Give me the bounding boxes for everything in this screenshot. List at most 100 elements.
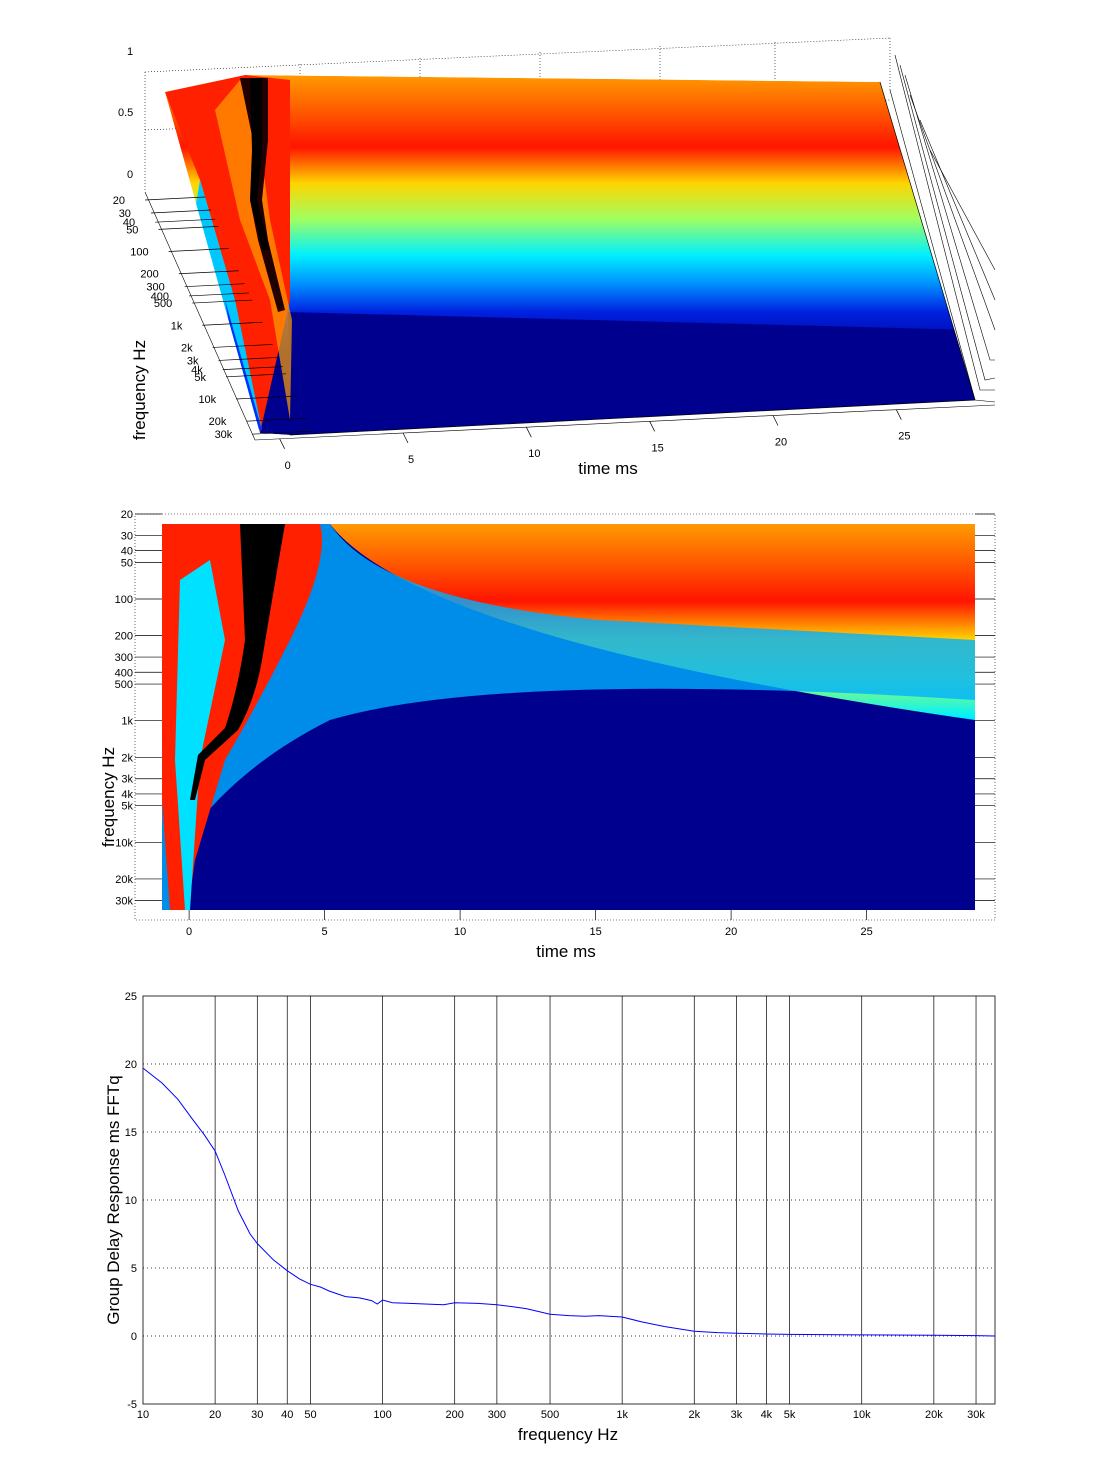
y-tick-mark: [178, 270, 239, 275]
y-tick-label: 2k: [181, 342, 193, 354]
y-tick-label: 10k: [115, 837, 133, 849]
y-tick-label: 0: [131, 1331, 137, 1343]
y-tick-label: 20: [113, 195, 125, 207]
y-tick-mark: [212, 344, 273, 348]
x-tick-label: 30: [251, 1409, 263, 1421]
x-tick-label: 25: [898, 431, 910, 443]
x-tick-label: 10k: [853, 1409, 871, 1421]
y-tick-mark: [155, 218, 216, 223]
3d-z-tick: 0.5: [118, 107, 133, 119]
group-delay-y-axis-label: Group Delay Response ms FFTq: [104, 1075, 123, 1324]
y-tick-label: 20k: [115, 874, 133, 886]
group-delay-x-axis-label: frequency Hz: [518, 1425, 618, 1444]
y-tick-label: 30k: [115, 895, 133, 907]
y-tick-mark: [158, 225, 219, 230]
x-tick-label: 10: [454, 926, 466, 938]
y-tick-mark: [226, 373, 287, 378]
y-tick-label: 200: [115, 631, 133, 643]
x-tick-label: 2k: [688, 1409, 700, 1421]
3d-time-ticks: 0 5 10 15 20 25: [279, 409, 910, 472]
x-tick-mark: [279, 438, 285, 449]
y-tick-label: 400: [115, 667, 133, 679]
y-tick-label: 30: [121, 530, 133, 542]
3d-x-axis-label: time ms: [578, 459, 638, 478]
3d-z-tick: 0: [127, 169, 133, 181]
y-tick-mark: [184, 283, 245, 288]
x-tick-label: 5: [322, 926, 328, 938]
x-tick-label: 15: [589, 926, 601, 938]
x-tick-label: 3k: [731, 1409, 743, 1421]
heatmap-panel: 203040501002003004005001k2k3k4k5k10k20k3…: [99, 509, 996, 961]
y-tick-label: 500: [154, 298, 172, 310]
heatmap-y-axis-label: frequency Hz: [99, 747, 118, 847]
3d-z-tick: 1: [127, 46, 133, 58]
y-tick-label: 5k: [121, 801, 133, 813]
x-tick-label: 10: [528, 448, 540, 460]
y-tick-label: 15: [125, 1127, 137, 1139]
x-tick-label: 500: [541, 1409, 559, 1421]
x-tick-label: 20: [725, 926, 737, 938]
x-tick-mark: [526, 427, 532, 438]
y-tick-label: 4k: [121, 789, 133, 801]
y-tick-mark: [222, 366, 283, 370]
y-tick-mark: [218, 357, 279, 361]
x-tick-label: 0: [186, 926, 192, 938]
x-tick-label: 1k: [616, 1409, 628, 1421]
x-tick-label: 4k: [761, 1409, 773, 1421]
y-tick-label: 30: [119, 208, 131, 220]
x-tick-label: 200: [446, 1409, 464, 1421]
3d-right-wall-lines: [889, 54, 996, 403]
y-tick-mark: [144, 196, 206, 201]
x-tick-mark: [896, 409, 902, 420]
y-tick-mark: [188, 292, 249, 297]
x-tick-label: 300: [488, 1409, 506, 1421]
group-delay-series-line: [142, 1067, 996, 1337]
x-tick-mark: [649, 421, 655, 432]
heatmap-time-ticks: 0 5 10 15 20 25: [186, 910, 873, 938]
y-tick-label: 20: [121, 509, 133, 521]
y-tick-label: 40: [121, 546, 133, 558]
x-tick-label: 30k: [967, 1409, 985, 1421]
y-tick-label: 2k: [121, 752, 133, 764]
x-tick-label: 25: [860, 926, 872, 938]
y-tick-label: 100: [130, 247, 148, 259]
x-tick-label: 20k: [925, 1409, 943, 1421]
y-tick-mark: [192, 299, 253, 304]
y-tick-label: 50: [126, 224, 138, 236]
y-tick-mark: [150, 209, 211, 214]
waterfall-3d-panel: 203040501002003004005001k2k3k4k5k10k20k3…: [113, 37, 996, 478]
y-tick-label: 20: [125, 1059, 137, 1071]
3d-surface-edges: [289, 81, 976, 436]
y-tick-mark: [246, 417, 307, 422]
x-tick-label: 0: [285, 460, 291, 472]
y-tick-mark: [168, 248, 229, 252]
group-delay-grid: [143, 996, 995, 1404]
x-tick-mark: [772, 415, 779, 426]
3d-z-ticks: 1 0.5 0: [118, 46, 133, 181]
x-tick-label: 5: [408, 454, 414, 466]
3d-surface: [165, 75, 975, 435]
y-tick-label: 4k: [191, 365, 203, 377]
x-tick-label: 15: [652, 442, 664, 454]
x-tick-label: 40: [281, 1409, 293, 1421]
y-tick-label: 300: [115, 652, 133, 664]
y-tick-label: 1k: [121, 716, 133, 728]
y-tick-label: 500: [115, 679, 133, 691]
y-tick-label: 5k: [194, 372, 206, 384]
y-tick-label: 200: [140, 269, 158, 281]
y-tick-label: 3k: [187, 355, 199, 367]
y-tick-label: 30k: [215, 429, 233, 441]
y-tick-label: 100: [115, 594, 133, 606]
y-tick-label: 400: [151, 291, 169, 303]
heatmap-frame: [134, 513, 996, 921]
y-tick-label: 25: [125, 991, 137, 1003]
y-tick-label: 20k: [209, 416, 227, 428]
y-tick-mark: [252, 430, 313, 435]
x-tick-mark: [402, 432, 409, 444]
x-tick-label: 100: [373, 1409, 391, 1421]
x-tick-label: 5k: [784, 1409, 796, 1421]
y-tick-label: 10k: [198, 394, 216, 406]
group-delay-ticks: 10 20 30 40 50 100 200 300 500 1k 2k 3k 4k 5k 10k 20k 30…: [125, 991, 986, 1421]
